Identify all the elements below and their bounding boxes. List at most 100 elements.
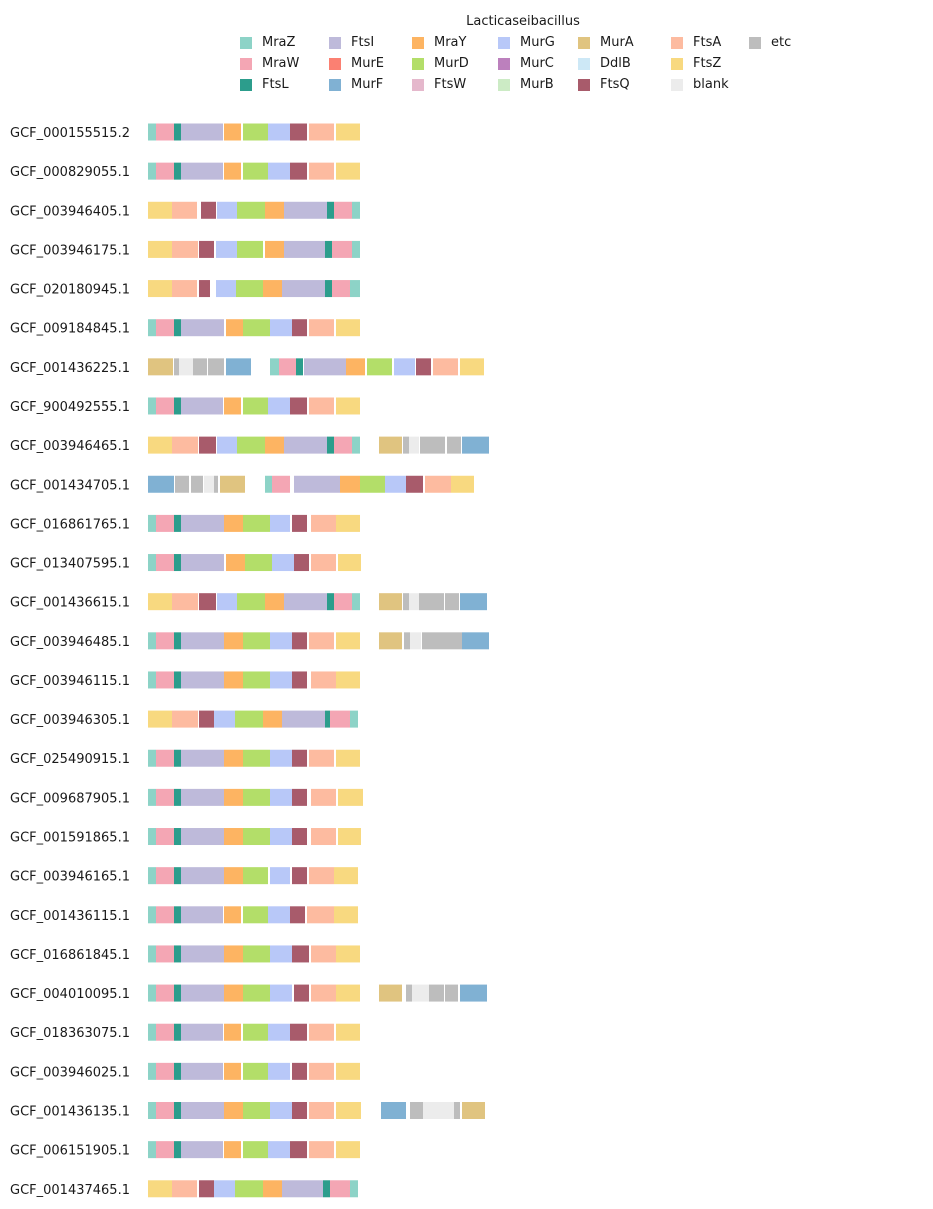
gene-block-murg: [270, 867, 290, 885]
gene-block-mura: [379, 632, 402, 650]
gene-block-ftsa: [309, 162, 334, 180]
gene-block-ftsl: [174, 867, 181, 885]
gene-block-murd: [243, 319, 270, 337]
gene-block-ftsz: [148, 1180, 172, 1198]
gene-block-ftsq: [199, 710, 214, 728]
gene-block-ftsa: [309, 1141, 334, 1159]
gene-block-ftsz: [336, 123, 360, 141]
gene-block-murd: [245, 554, 272, 572]
gene-block-ftsa: [307, 906, 334, 924]
gene-block-mraz: [148, 749, 156, 767]
legend-label: FtsW: [434, 77, 467, 92]
row-label: GCF_016861845.1: [10, 948, 130, 963]
gene-block-mraz: [148, 984, 156, 1002]
legend-swatch: [578, 58, 590, 70]
gene-block-ftsz: [336, 749, 360, 767]
gene-block-ftsl: [174, 397, 181, 415]
gene-block-murd: [235, 710, 263, 728]
gene-block-mraz: [148, 788, 156, 806]
gene-block-mraw: [156, 984, 174, 1002]
gene-block-murg: [270, 749, 292, 767]
gene-block-mray: [224, 632, 243, 650]
gene-block-etc: [174, 358, 179, 376]
legend-label: MurE: [351, 56, 385, 71]
gene-block-mraz: [148, 554, 156, 572]
gene-block-mray: [263, 280, 282, 298]
gene-block-ftsa: [172, 201, 197, 219]
legend-label: MurD: [434, 56, 469, 71]
gene-block-mray: [224, 749, 243, 767]
genome-row: GCF_003946465.1: [10, 436, 489, 454]
legend-label: FtsI: [351, 35, 375, 50]
gene-block-mraw: [156, 788, 174, 806]
gene-block-mray: [224, 945, 243, 963]
row-label: GCF_020180945.1: [10, 283, 130, 298]
legend-label: MraZ: [262, 35, 296, 50]
gene-block-ftsl: [174, 828, 181, 846]
gene-block-mraw: [156, 906, 174, 924]
genome-row: GCF_020180945.1: [10, 280, 360, 298]
gene-block-murd: [243, 788, 270, 806]
gene-block-ftsz: [336, 671, 360, 689]
row-label: GCF_003946305.1: [10, 713, 130, 728]
gene-block-mraw: [334, 593, 352, 611]
gene-block-ftsi: [284, 240, 325, 258]
gene-block-mray: [265, 436, 284, 454]
gene-block-ftsl: [325, 280, 332, 298]
gene-block-mray: [265, 240, 284, 258]
gene-block-mura: [379, 436, 402, 454]
gene-block-ftsi: [181, 1102, 224, 1119]
legend-swatch: [578, 37, 590, 49]
gene-block-ftsz: [336, 1062, 360, 1080]
gene-block-mraw: [156, 1141, 174, 1159]
genome-row: GCF_013407595.1: [10, 554, 361, 572]
genome-row: GCF_000155515.2: [10, 123, 360, 141]
gene-block-murd: [243, 632, 270, 650]
gene-block-etc: [175, 475, 189, 493]
gene-block-murg: [270, 945, 292, 963]
gene-block-ftsi: [181, 1023, 223, 1041]
gene-block-etc: [208, 358, 224, 376]
gene-block-ftsz: [336, 945, 360, 963]
legend-swatch: [578, 79, 590, 91]
gene-block-murf: [460, 984, 487, 1002]
gene-block-murg: [217, 201, 237, 219]
legend-swatch: [671, 58, 683, 70]
gene-block-etc: [445, 593, 459, 611]
gene-block-ftsi: [181, 514, 224, 532]
gene-block-mraw: [156, 945, 174, 963]
gene-block-ftsq: [290, 906, 305, 924]
gene-block-murd: [243, 867, 268, 885]
gene-block-ftsq: [290, 397, 307, 415]
gene-block-mray: [265, 593, 284, 611]
genome-row: GCF_001436615.1: [10, 593, 487, 611]
gene-block-murg: [217, 436, 237, 454]
gene-block-ftsq: [294, 984, 309, 1002]
gene-block-murd: [243, 123, 268, 141]
gene-block-etc: [422, 632, 462, 650]
genome-row: GCF_016861845.1: [10, 945, 360, 963]
gene-block-mraw: [279, 358, 296, 376]
gene-block-ftsi: [181, 632, 224, 650]
gene-block-etc: [403, 593, 409, 611]
genome-row: GCF_003946305.1: [10, 710, 358, 728]
gene-block-etc: [191, 475, 203, 493]
gene-block-mray: [224, 788, 243, 806]
genome-row: GCF_001436225.1: [10, 358, 484, 376]
gene-block-ftsz: [334, 867, 358, 885]
row-label: GCF_009184845.1: [10, 322, 130, 337]
gene-block-murg: [268, 1062, 290, 1080]
legend-label: MraW: [262, 56, 300, 71]
gene-block-ftsq: [292, 319, 307, 337]
gene-block-mraz: [148, 397, 156, 415]
gene-block-mraw: [156, 554, 174, 572]
gene-block-murd: [243, 749, 270, 767]
gene-block-ftsz: [460, 358, 484, 376]
gene-block-murd: [243, 984, 270, 1002]
gene-block-murd: [237, 593, 265, 611]
gene-block-ftsi: [181, 554, 224, 572]
gene-block-ftsi: [181, 1062, 223, 1080]
gene-block-murg: [270, 632, 292, 650]
gene-block-murd: [237, 436, 265, 454]
